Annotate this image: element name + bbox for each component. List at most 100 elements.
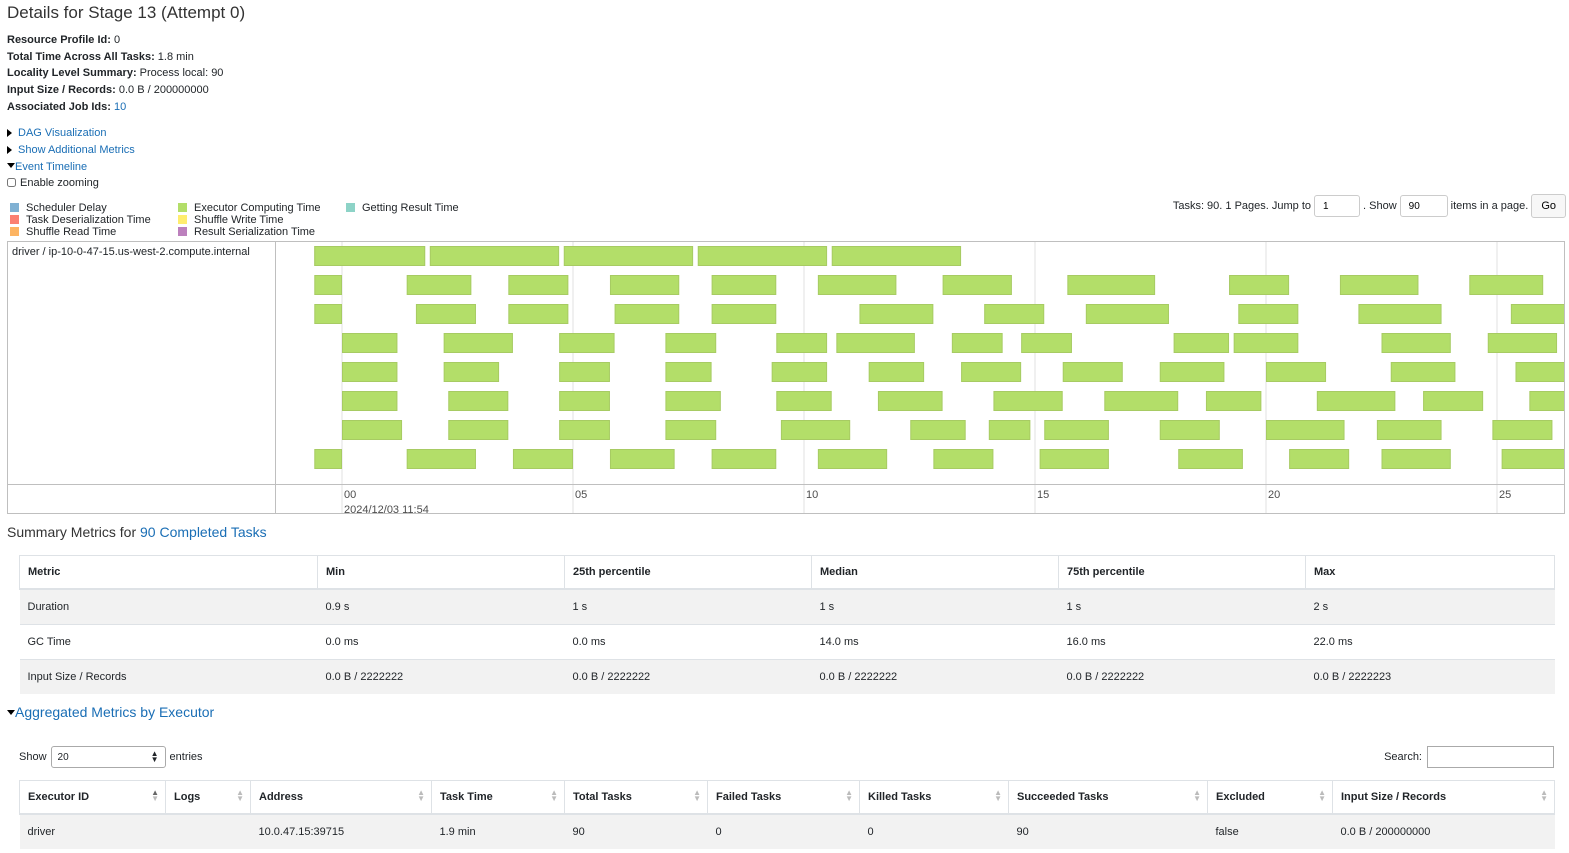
task-bar[interactable]: [1510, 304, 1565, 324]
task-bar[interactable]: [711, 275, 777, 295]
entries-select[interactable]: 20 ▲ ▼: [50, 746, 166, 768]
task-bar[interactable]: [1501, 449, 1565, 469]
col-total-tasks[interactable]: Total Tasks ▲ ▼: [564, 780, 708, 815]
task-bar[interactable]: [665, 391, 721, 411]
task-bar[interactable]: [1159, 362, 1225, 382]
task-bar[interactable]: [1067, 275, 1156, 295]
task-bar[interactable]: [665, 420, 717, 440]
col-excluded[interactable]: Excluded ▲ ▼: [1207, 780, 1333, 815]
enable-zooming-checkbox[interactable]: [7, 178, 16, 187]
task-bar[interactable]: [1266, 420, 1345, 440]
task-bar[interactable]: [1515, 362, 1565, 382]
additional-metrics-link[interactable]: Show Additional Metrics: [18, 144, 135, 156]
task-bar[interactable]: [1266, 362, 1327, 382]
col-task-time[interactable]: Task Time ▲ ▼: [431, 780, 565, 815]
task-bar[interactable]: [1381, 449, 1451, 469]
task-bar[interactable]: [443, 362, 500, 382]
task-bar[interactable]: [1238, 304, 1299, 324]
task-bar[interactable]: [1423, 391, 1484, 411]
task-bar[interactable]: [1233, 333, 1299, 353]
task-bar[interactable]: [984, 304, 1045, 324]
dag-visualization-toggle[interactable]: DAG Visualization: [7, 127, 106, 139]
task-bar[interactable]: [988, 420, 1031, 440]
task-bar[interactable]: [342, 333, 398, 353]
task-bar[interactable]: [1339, 275, 1419, 295]
task-bar[interactable]: [831, 246, 962, 266]
event-timeline[interactable]: driver / ip-10-0-47-15.us-west-2.compute…: [7, 241, 1565, 514]
task-bar[interactable]: [443, 333, 513, 353]
task-bar[interactable]: [1529, 391, 1565, 411]
task-bar[interactable]: [1039, 449, 1109, 469]
additional-metrics-toggle[interactable]: Show Additional Metrics: [7, 144, 135, 156]
task-bar[interactable]: [609, 449, 675, 469]
task-bar[interactable]: [859, 304, 934, 324]
task-bar[interactable]: [1205, 391, 1262, 411]
task-bar[interactable]: [933, 449, 994, 469]
task-bar[interactable]: [559, 362, 610, 382]
task-bar[interactable]: [429, 246, 560, 266]
task-bar[interactable]: [508, 304, 569, 324]
aggregated-metrics-link[interactable]: Aggregated Metrics by Executor: [15, 704, 215, 720]
task-bar[interactable]: [314, 246, 426, 266]
col-failed-tasks[interactable]: Failed Tasks ▲ ▼: [707, 780, 860, 815]
task-bar[interactable]: [780, 420, 851, 440]
task-bar[interactable]: [1487, 333, 1558, 353]
task-bar[interactable]: [961, 362, 1022, 382]
task-bar[interactable]: [1178, 449, 1243, 469]
task-bar[interactable]: [1376, 420, 1442, 440]
task-bar[interactable]: [910, 420, 966, 440]
event-timeline-toggle[interactable]: Event Timeline: [7, 161, 87, 173]
task-bar[interactable]: [415, 304, 476, 324]
task-bar[interactable]: [697, 246, 828, 266]
task-bar[interactable]: [559, 391, 610, 411]
col-logs[interactable]: Logs ▲ ▼: [165, 780, 251, 815]
task-bar[interactable]: [665, 333, 717, 353]
col-executor-id[interactable]: Executor ID ▲ ▼: [19, 780, 166, 815]
timeline-canvas[interactable]: 00 05 10 15 20 25 2024/12/03 11:54: [276, 242, 1565, 514]
search-input[interactable]: [1427, 746, 1554, 768]
task-bar[interactable]: [512, 449, 574, 469]
task-bar[interactable]: [776, 333, 828, 353]
go-button[interactable]: Go: [1531, 194, 1566, 218]
task-bar[interactable]: [342, 362, 398, 382]
task-bar[interactable]: [508, 275, 569, 295]
task-bar[interactable]: [1316, 391, 1396, 411]
task-bar[interactable]: [665, 362, 712, 382]
col-succeeded-tasks[interactable]: Succeeded Tasks ▲ ▼: [1008, 780, 1208, 815]
task-bar[interactable]: [1492, 420, 1553, 440]
task-bar[interactable]: [1390, 362, 1456, 382]
task-bar[interactable]: [559, 333, 615, 353]
enable-zooming[interactable]: Enable zooming: [7, 177, 99, 189]
task-bar[interactable]: [1469, 275, 1544, 295]
page-size-input[interactable]: [1399, 195, 1448, 217]
task-bar[interactable]: [406, 275, 472, 295]
task-bar[interactable]: [614, 304, 680, 324]
col-killed-tasks[interactable]: Killed Tasks ▲ ▼: [859, 780, 1009, 815]
task-bar[interactable]: [1229, 275, 1290, 295]
task-bar[interactable]: [609, 275, 680, 295]
task-bar[interactable]: [314, 275, 342, 295]
task-bar[interactable]: [817, 275, 897, 295]
task-bar[interactable]: [342, 391, 398, 411]
jump-to-page-input[interactable]: [1314, 195, 1361, 217]
task-bar[interactable]: [314, 449, 342, 469]
task-bar[interactable]: [1044, 420, 1109, 440]
task-bar[interactable]: [1289, 449, 1350, 469]
task-bar[interactable]: [448, 420, 509, 440]
task-bar[interactable]: [771, 362, 828, 382]
task-bar[interactable]: [711, 304, 777, 324]
task-bar[interactable]: [342, 420, 403, 440]
task-bar[interactable]: [1085, 304, 1169, 324]
task-bar[interactable]: [1159, 420, 1220, 440]
task-bar[interactable]: [1021, 333, 1072, 353]
task-bar[interactable]: [1381, 333, 1451, 353]
event-timeline-link[interactable]: Event Timeline: [15, 161, 88, 173]
task-bar[interactable]: [406, 449, 476, 469]
task-bar[interactable]: [993, 391, 1063, 411]
task-bar[interactable]: [559, 420, 610, 440]
task-bar[interactable]: [1358, 304, 1442, 324]
completed-tasks-link[interactable]: 90 Completed Tasks: [140, 524, 267, 540]
task-bar[interactable]: [877, 391, 943, 411]
task-bar[interactable]: [1173, 333, 1230, 353]
task-bar[interactable]: [1062, 362, 1123, 382]
